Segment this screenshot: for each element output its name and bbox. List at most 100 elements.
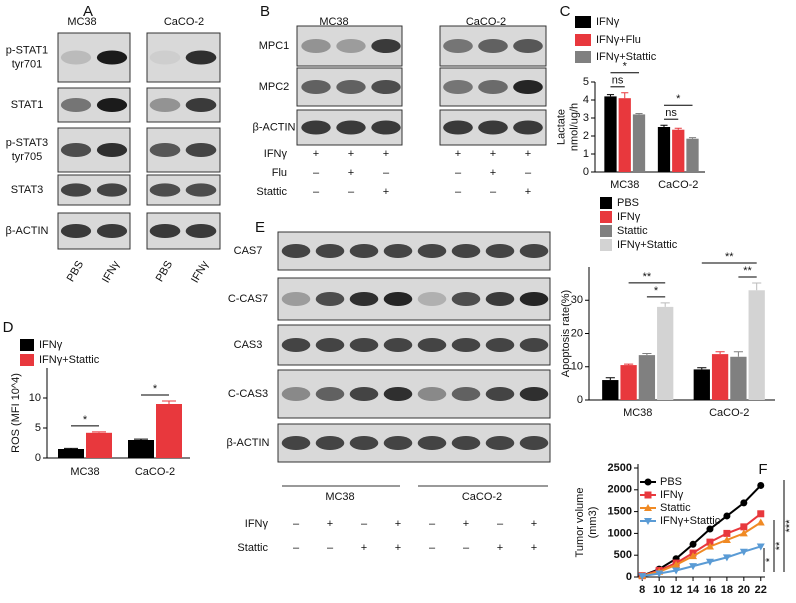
y-tick-label: 3	[583, 112, 589, 124]
band	[336, 120, 366, 135]
band	[485, 387, 515, 401]
band	[417, 292, 447, 306]
band	[519, 436, 549, 450]
band	[417, 436, 447, 450]
label: +	[395, 518, 401, 530]
label: tyr701	[12, 58, 43, 70]
label: +	[383, 148, 389, 160]
error-bar	[660, 124, 668, 127]
label: Stattic	[237, 542, 268, 554]
marker	[672, 560, 681, 568]
label: –	[463, 542, 470, 554]
bar	[711, 354, 729, 400]
legend-label: IFNγ	[39, 339, 63, 351]
label: –	[497, 518, 504, 530]
y-axis-label: (mm3)	[587, 507, 599, 539]
bar	[618, 98, 631, 172]
error-bar	[134, 438, 148, 440]
bar	[156, 404, 182, 458]
band	[315, 436, 345, 450]
significance-label: **	[725, 251, 734, 263]
band	[349, 436, 379, 450]
legend-swatch	[600, 211, 612, 223]
label: C	[560, 3, 571, 20]
label: C-CAS7	[228, 293, 268, 305]
band	[417, 387, 447, 401]
band	[60, 143, 92, 157]
significance-label: **	[743, 265, 752, 277]
significance-label: *	[764, 557, 776, 562]
marker	[638, 573, 647, 581]
marker	[644, 478, 652, 486]
band	[451, 292, 481, 306]
y-tick-label: 4	[583, 94, 589, 106]
error-bar	[715, 351, 725, 355]
legend-label: PBS	[660, 476, 682, 488]
label: +	[525, 148, 531, 160]
label: CaCO-2	[164, 16, 204, 28]
x-tick-label: CaCO-2	[709, 407, 749, 419]
label: PBS	[154, 259, 175, 284]
band	[281, 244, 311, 258]
marker	[689, 540, 697, 548]
error-bar	[621, 92, 629, 99]
error-bar	[162, 400, 176, 404]
bar	[638, 355, 656, 400]
marker	[644, 518, 652, 525]
band	[185, 50, 217, 65]
band	[96, 98, 128, 112]
significance-label: ns	[665, 107, 677, 119]
label: MPC1	[259, 40, 290, 52]
bar	[657, 127, 671, 172]
band	[301, 80, 331, 94]
marker	[705, 558, 714, 566]
y-tick-label: 1500	[608, 506, 632, 518]
x-tick-label: 14	[687, 584, 700, 596]
band	[383, 338, 413, 352]
legend-label: IFNγ+Stattic	[596, 51, 657, 63]
marker	[723, 529, 731, 537]
bar	[620, 365, 637, 400]
label: +	[383, 186, 389, 198]
error-bar	[624, 363, 634, 366]
marker	[757, 481, 765, 489]
y-axis-label: Lactate	[555, 109, 567, 145]
band	[417, 338, 447, 352]
band	[519, 244, 549, 258]
label: +	[327, 518, 333, 530]
significance-label: *	[153, 383, 158, 395]
marker	[706, 538, 714, 546]
label: p-STAT1	[6, 44, 48, 56]
band	[149, 98, 181, 112]
label: E	[255, 219, 265, 236]
band	[185, 143, 217, 157]
label: p-STAT3	[6, 137, 48, 149]
label: CaCO-2	[462, 491, 502, 503]
band	[281, 436, 311, 450]
legend-swatch	[20, 354, 34, 366]
marker	[723, 512, 731, 520]
band	[60, 183, 92, 197]
band	[149, 183, 181, 197]
error-bar	[92, 431, 106, 433]
legend-label: IFNγ+Stattic	[39, 354, 100, 366]
band	[96, 50, 128, 65]
label: IFNγ	[264, 148, 288, 160]
label: +	[525, 186, 531, 198]
error-bar	[733, 351, 743, 357]
band	[478, 39, 508, 53]
marker	[644, 491, 652, 499]
x-tick-label: 18	[721, 584, 733, 596]
label: MPC2	[259, 81, 290, 93]
y-tick-label: 1000	[608, 527, 632, 539]
label: +	[463, 518, 469, 530]
marker	[740, 499, 748, 507]
band	[96, 183, 128, 197]
band	[96, 224, 128, 238]
legend-swatch	[600, 197, 612, 209]
band	[443, 120, 473, 135]
bar	[604, 96, 617, 172]
error-bar	[752, 282, 762, 291]
y-axis-label: nmol/ug/h	[568, 103, 580, 151]
